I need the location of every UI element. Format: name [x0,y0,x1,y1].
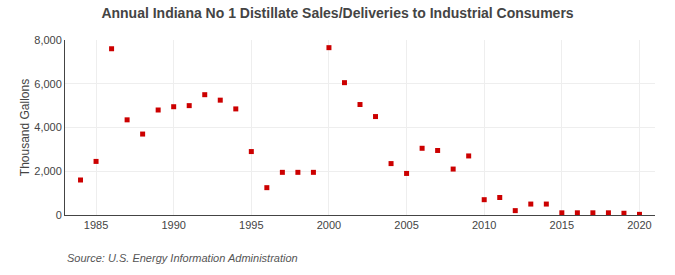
svg-text:0: 0 [56,209,62,221]
svg-text:2020: 2020 [627,219,651,231]
svg-text:Source: U.S. Energy Informatio: Source: U.S. Energy Information Administ… [67,252,298,264]
svg-text:2015: 2015 [550,219,574,231]
svg-text:1990: 1990 [161,219,185,231]
svg-text:Annual Indiana No 1 Distillate: Annual Indiana No 1 Distillate Sales/Del… [101,5,573,21]
svg-text:8,000: 8,000 [34,34,62,46]
svg-text:2000: 2000 [317,219,341,231]
svg-text:4,000: 4,000 [34,121,62,133]
svg-text:2005: 2005 [394,219,418,231]
svg-text:6,000: 6,000 [34,78,62,90]
svg-text:1995: 1995 [239,219,263,231]
svg-text:2,000: 2,000 [34,165,62,177]
svg-text:2010: 2010 [472,219,496,231]
svg-text:1985: 1985 [84,219,108,231]
svg-text:Thousand Gallons: Thousand Gallons [18,79,32,176]
